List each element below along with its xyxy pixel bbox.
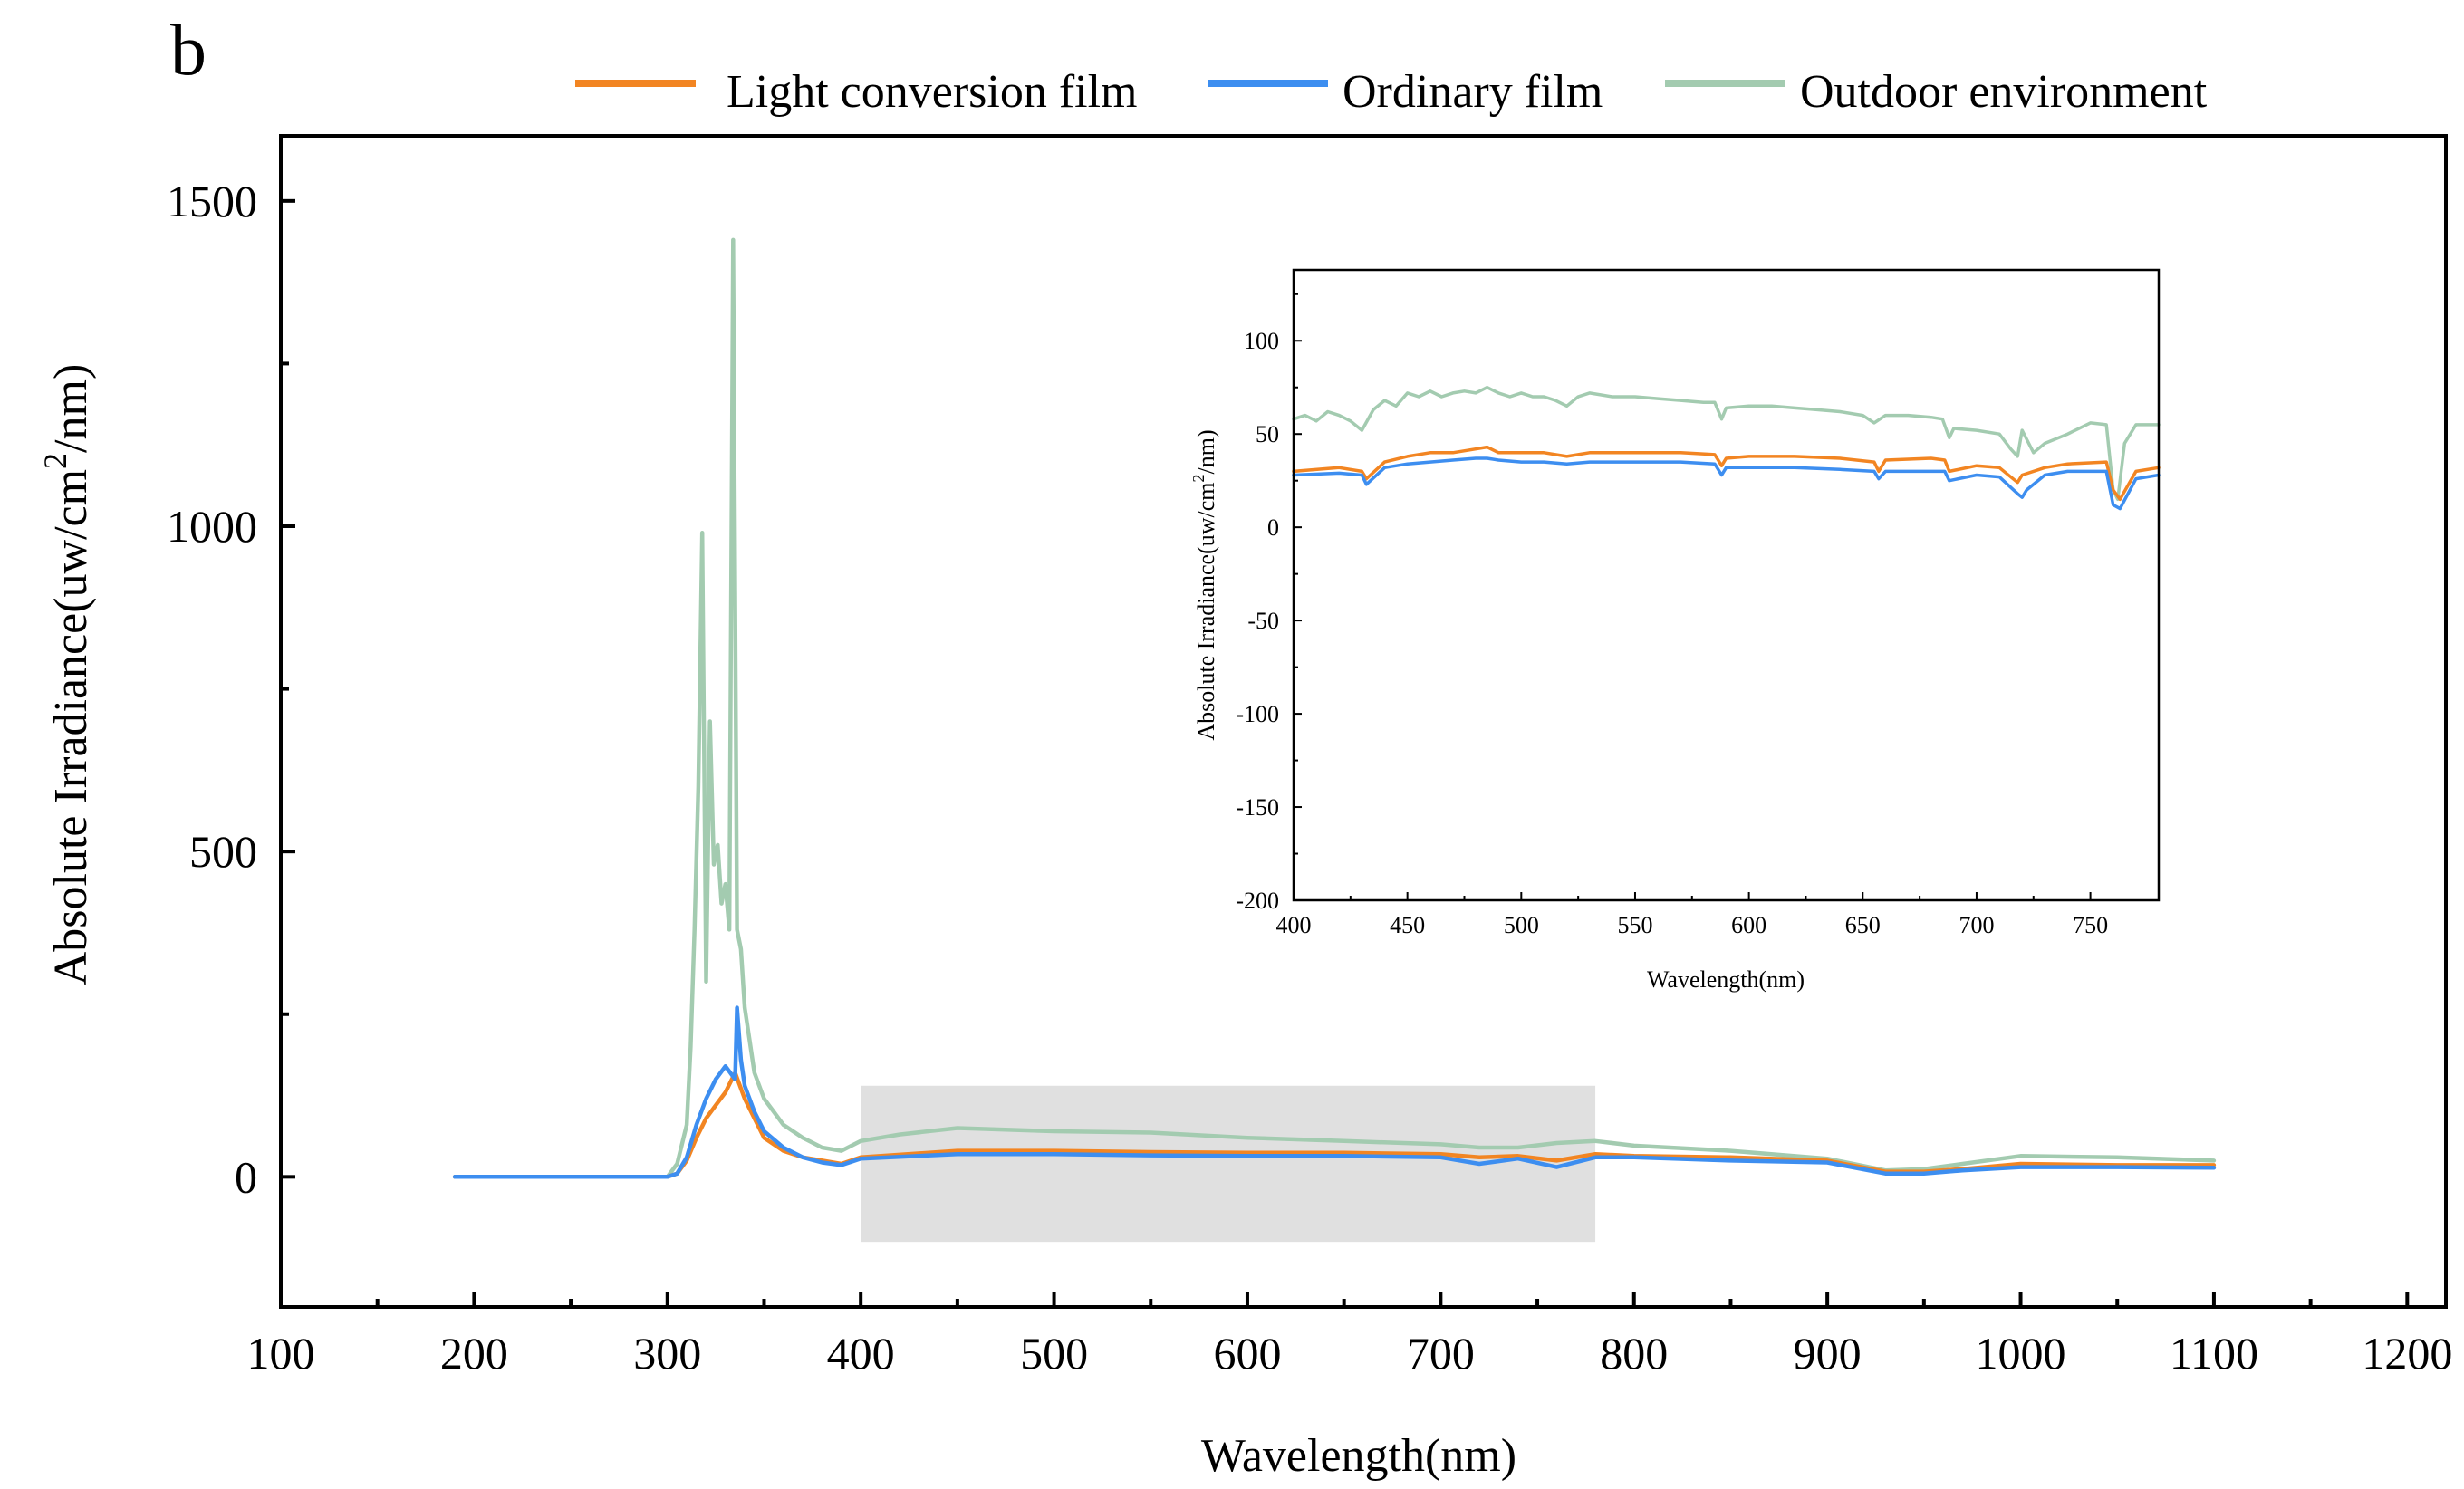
inset-x-tick-label: 600 xyxy=(1731,912,1766,938)
main-y-label-part1: Absolute Irradiance(uw/cm xyxy=(45,469,97,985)
main-x-tick-label: 900 xyxy=(1794,1328,1862,1379)
main-y-tick-label: 0 xyxy=(235,1151,257,1202)
main-x-tick-label: 1200 xyxy=(2362,1328,2452,1379)
inset-y-tick-label: -100 xyxy=(1236,701,1279,727)
main-x-tick-label: 600 xyxy=(1213,1328,1281,1379)
inset-y-axis-label: Absolute Irradiance(uw/cm2/nm) xyxy=(1189,429,1219,740)
main-y-axis-label: Absolute Irradiance(uw/cm2/nm) xyxy=(37,364,97,986)
inset-y-tick-label: 100 xyxy=(1244,328,1279,354)
inset-chart: 400 450 500 550 600 650 700 750 -200-150-100-50… xyxy=(1189,268,2161,993)
inset-plot-frame xyxy=(1292,268,2161,902)
inset-y-tick-label: -150 xyxy=(1236,794,1279,821)
inset-x-tick-label: 500 xyxy=(1504,912,1539,938)
main-x-tick-label: 700 xyxy=(1407,1328,1475,1379)
main-y-tick-label: 1500 xyxy=(167,176,257,226)
legend-label-outdoor: Outdoor environment xyxy=(1800,66,2208,118)
main-x-tick-label: 100 xyxy=(247,1328,315,1379)
main-x-tick-label: 400 xyxy=(827,1328,895,1379)
inset-x-tick-label: 700 xyxy=(1959,912,1994,938)
inset-y-label-superscript: 2 xyxy=(1189,474,1208,482)
inset-y-tick-label: -50 xyxy=(1247,608,1279,634)
inset-x-tick-label: 450 xyxy=(1390,912,1425,938)
main-x-tick-label: 300 xyxy=(633,1328,701,1379)
legend-item-outdoor: Outdoor environment xyxy=(1665,66,2208,118)
main-x-axis-label: Wavelength(nm) xyxy=(1201,1430,1516,1482)
main-series-group xyxy=(452,237,2217,1179)
inset-x-axis-label: Wavelength(nm) xyxy=(1647,966,1805,993)
main-x-tick-label: 1000 xyxy=(1976,1328,2066,1379)
inset-y-tick-label: 50 xyxy=(1256,421,1279,447)
main-chart: 100 200 300 400 500 600 700 800 900 1000 1100 1200 … xyxy=(37,134,2452,1482)
inset-series-ordinary-film xyxy=(1292,456,2161,511)
main-series-ordinary-film xyxy=(452,1005,2217,1179)
legend-item-light-conversion: Light conversion film xyxy=(575,66,1137,118)
main-x-tick-label: 800 xyxy=(1600,1328,1668,1379)
inset-series-outdoor-environment xyxy=(1292,385,2161,502)
inset-y-tick-label: 0 xyxy=(1267,514,1279,541)
legend: Light conversion film Ordinary film Outd… xyxy=(575,66,2208,118)
main-x-tick-label: 200 xyxy=(440,1328,508,1379)
main-x-tick-label: 1100 xyxy=(2170,1328,2258,1379)
inset-x-tick-label: 750 xyxy=(2073,912,2108,938)
legend-label-ordinary: Ordinary film xyxy=(1343,66,1603,118)
main-y-label-part2: /nm) xyxy=(45,364,97,453)
inset-series-group xyxy=(1292,385,2161,511)
inset-background xyxy=(1294,270,2159,900)
inset-x-tick-label: 400 xyxy=(1276,912,1312,938)
main-plot-frame xyxy=(279,134,2448,1309)
main-y-axis: 0 500 1000 1500 xyxy=(167,176,295,1202)
inset-y-axis: -200 -150 -100 -50 0 50 100 xyxy=(1236,293,1302,914)
main-x-tick-label: 500 xyxy=(1020,1328,1088,1379)
main-y-tick-label: 500 xyxy=(189,826,257,877)
inset-y-label-part1: Absolute Irradiance(uw/cm xyxy=(1193,482,1219,740)
legend-item-ordinary: Ordinary film xyxy=(1208,66,1603,118)
main-y-tick-label: 1000 xyxy=(167,501,257,552)
legend-label-light-conversion: Light conversion film xyxy=(727,66,1137,118)
inset-x-tick-label: 650 xyxy=(1845,912,1881,938)
main-series-outdoor-environment xyxy=(452,237,2217,1179)
panel-label: b xyxy=(170,11,207,91)
inset-series-light-conversion-film xyxy=(1292,445,2161,502)
inset-x-axis: 400 450 500 550 600 650 700 750 xyxy=(1276,892,2108,938)
inset-y-label-part2: /nm) xyxy=(1193,429,1219,474)
inset-y-tick-label: -200 xyxy=(1236,888,1279,914)
main-x-axis: 100 200 300 400 500 600 700 800 900 1000 1100 1200 xyxy=(247,1292,2452,1379)
main-y-label-superscript: 2 xyxy=(37,453,73,469)
inset-x-tick-label: 550 xyxy=(1617,912,1652,938)
